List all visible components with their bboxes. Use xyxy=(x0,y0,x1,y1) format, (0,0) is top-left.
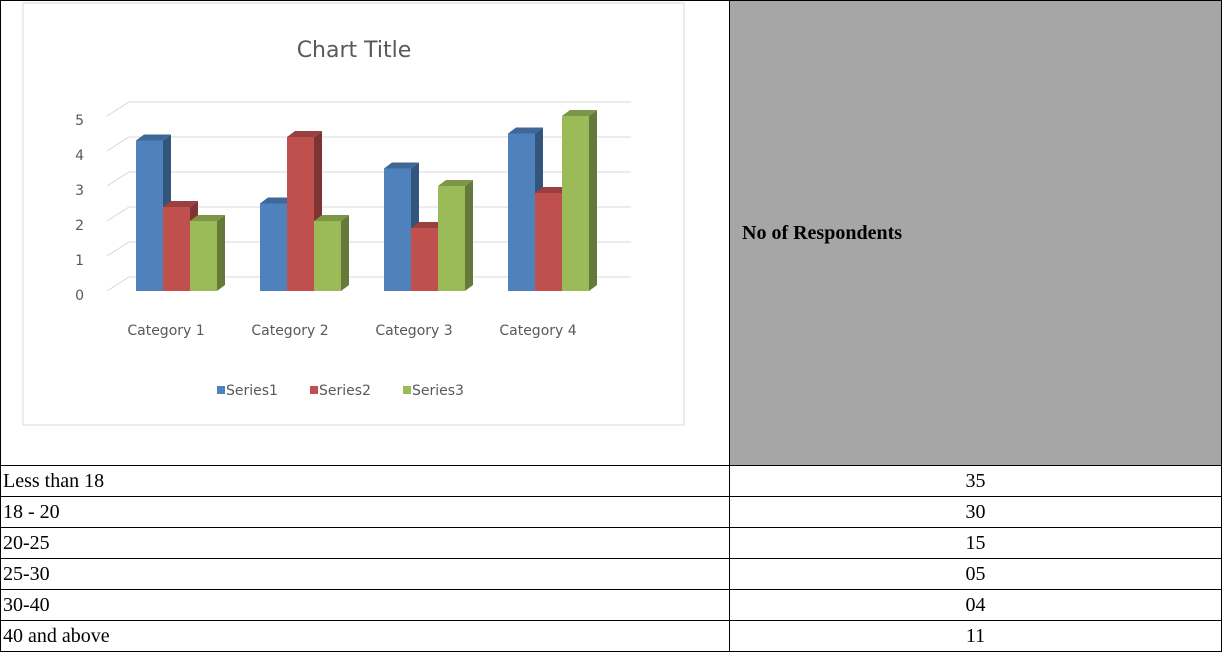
chart: Chart Title 0 1 2 3 4 5 Category 1 Category 2 Ca… xyxy=(22,2,685,426)
y-tick-label: 5 xyxy=(75,113,84,129)
y-tick-label: 4 xyxy=(75,148,84,164)
bar xyxy=(508,133,535,291)
bar-side xyxy=(341,215,349,291)
x-tick-label: Category 2 xyxy=(251,323,328,339)
bar-top xyxy=(287,131,322,137)
table-row: Less than 18 35 xyxy=(0,465,1222,497)
bar xyxy=(438,186,465,291)
bar xyxy=(535,193,562,291)
y-tick-label: 2 xyxy=(75,218,84,234)
age-cell: 40 and above xyxy=(0,620,730,652)
x-tick-label: Category 1 xyxy=(127,323,204,339)
bar-top xyxy=(384,162,419,169)
bar-side xyxy=(589,110,597,291)
bar xyxy=(260,203,287,291)
legend-swatch xyxy=(310,386,318,394)
respondents-cell: 11 xyxy=(729,620,1222,652)
y-tick-label: 3 xyxy=(75,183,84,199)
bar-top xyxy=(260,197,295,204)
table-row: 20-25 15 xyxy=(0,527,1222,559)
bar-top xyxy=(314,215,349,221)
age-cell: 18 - 20 xyxy=(0,496,730,528)
legend-label: Series2 xyxy=(319,383,371,399)
respondents-cell: 04 xyxy=(729,589,1222,621)
table-row: 30-40 04 xyxy=(0,589,1222,621)
bar xyxy=(314,221,341,291)
table-row: 40 and above 11 xyxy=(0,620,1222,652)
x-tick-label: Category 4 xyxy=(499,323,576,339)
legend-label: Series1 xyxy=(226,383,278,399)
grid-floor xyxy=(106,136,130,152)
legend-swatch xyxy=(217,386,225,394)
bar xyxy=(163,207,190,291)
age-cell: 20-25 xyxy=(0,527,730,559)
legend-swatch xyxy=(403,386,411,394)
bar-top xyxy=(163,201,198,207)
bar-top xyxy=(508,127,543,134)
legend-label: Series3 xyxy=(412,383,464,399)
bar-top xyxy=(562,110,597,116)
bar xyxy=(411,228,438,291)
header-cell: No of Respondents xyxy=(729,0,1222,466)
x-tick-label: Category 3 xyxy=(375,323,452,339)
bar xyxy=(136,140,163,291)
age-cell: Less than 18 xyxy=(0,465,730,497)
grid-floor xyxy=(106,101,130,117)
grid-floor xyxy=(106,276,130,292)
grid-floor xyxy=(106,171,130,187)
chart-cell: Chart Title 0 1 2 3 4 5 Category 1 Category 2 Ca… xyxy=(0,0,730,466)
table-row: 25-30 05 xyxy=(0,558,1222,590)
header-row: Chart Title 0 1 2 3 4 5 Category 1 Category 2 Ca… xyxy=(0,0,1222,466)
bar-top xyxy=(136,134,171,141)
respondents-cell: 35 xyxy=(729,465,1222,497)
bar xyxy=(287,137,314,291)
grid-floor xyxy=(106,206,130,222)
bar-top xyxy=(535,187,570,193)
age-cell: 30-40 xyxy=(0,589,730,621)
bar-top xyxy=(190,215,225,221)
respondents-cell: 15 xyxy=(729,527,1222,559)
y-tick-label: 0 xyxy=(75,288,84,304)
bar-top xyxy=(438,180,473,186)
y-tick-label: 1 xyxy=(75,253,84,269)
respondents-cell: 30 xyxy=(729,496,1222,528)
respondents-cell: 05 xyxy=(729,558,1222,590)
bar-side xyxy=(217,215,225,291)
grid-floor xyxy=(106,241,130,257)
bar xyxy=(384,168,411,291)
bar-side xyxy=(465,180,473,291)
age-cell: 25-30 xyxy=(0,558,730,590)
bar xyxy=(190,221,217,291)
bar xyxy=(562,116,589,291)
table-row: 18 - 20 30 xyxy=(0,496,1222,528)
chart-title: Chart Title xyxy=(297,38,412,63)
bar-top xyxy=(411,222,446,228)
